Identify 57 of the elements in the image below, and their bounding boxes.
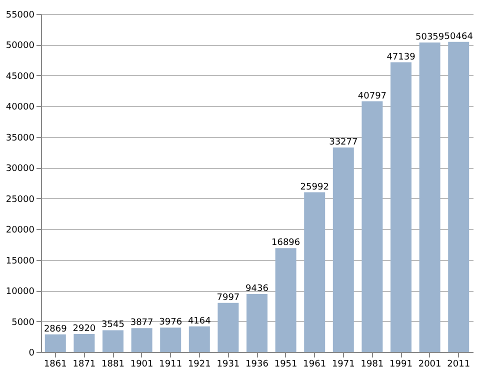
data-label: 3545 [102,320,124,330]
x-tick-label: 1931 [216,360,240,370]
data-label: 3976 [159,318,182,328]
bar [102,330,124,352]
y-tick-label: 0 [28,348,35,358]
data-label: 16896 [271,238,300,248]
y-tick-label: 35000 [6,133,35,144]
y-tick-label: 15000 [6,256,35,266]
x-tick-label: 1981 [360,360,384,370]
data-label: 9436 [246,284,269,294]
y-tick-label: 10000 [6,287,35,298]
y-tick-label: 20000 [6,226,35,236]
bar [448,42,470,352]
data-label: 50464 [444,32,474,42]
x-tick-label: 1991 [390,360,412,370]
bar [160,328,182,352]
x-tick-label: 1921 [188,360,211,370]
x-tick-label: 1961 [303,360,326,370]
x-tick-label: 1871 [72,360,96,370]
bar [246,294,268,352]
x-tick-label: 2001 [418,360,442,370]
y-tick-label: 40000 [6,102,35,113]
x-tick-label: 1881 [102,360,124,370]
x-tick-label: 1861 [44,360,67,370]
x-tick-label: 2011 [447,360,470,370]
bar [362,101,383,352]
bar [188,326,210,352]
data-label: 4164 [188,316,212,326]
data-label: 3877 [130,318,154,328]
bar [218,302,239,352]
data-label: 2920 [72,324,96,334]
data-label: 7997 [216,292,240,303]
y-tick-label: 50000 [6,41,35,52]
x-tick-label: 1971 [332,360,355,370]
data-label: 25992 [300,182,329,192]
y-tick-label: 25000 [6,194,35,205]
bar [44,334,66,352]
data-label: 50359 [415,32,444,43]
bar [419,42,440,352]
x-tick-label: 1911 [159,360,182,370]
y-tick-label: 55000 [6,10,35,20]
data-label: 2869 [44,324,68,334]
bar [304,192,326,352]
data-label: 47139 [386,52,416,62]
y-tick-label: 45000 [6,72,35,82]
bar [74,334,95,352]
y-tick-label: 30000 [6,164,35,174]
bar [332,148,354,352]
bar [275,248,296,352]
data-label: 33277 [329,138,358,148]
bar [390,62,412,352]
y-tick-label: 5000 [12,318,35,328]
x-tick-label: 1936 [246,360,269,370]
x-tick-label: 1901 [130,360,154,370]
x-tick-label: 1951 [274,360,298,370]
data-label: 40797 [358,91,387,102]
bar [131,328,152,352]
